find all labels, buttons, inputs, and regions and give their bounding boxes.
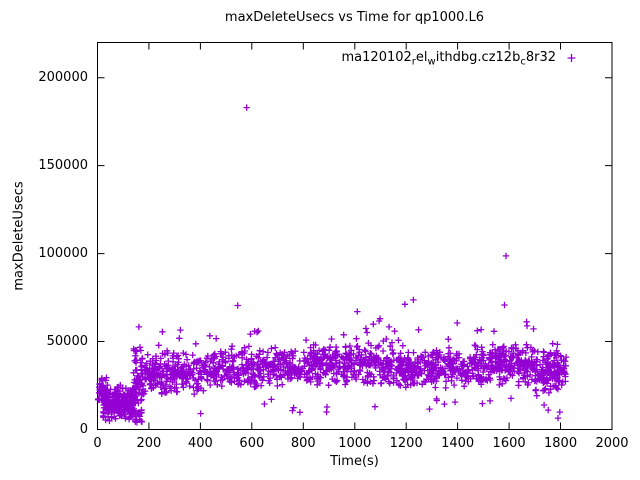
legend-label-subscript: c (520, 56, 526, 68)
scatter-points (94, 104, 570, 426)
legend-marker (567, 54, 576, 62)
y-tick-label: 50000 (46, 333, 88, 349)
x-tick-label: 1800 (544, 436, 578, 451)
chart-title: maxDeleteUsecs vs Time for qp1000.L6 (224, 10, 485, 25)
x-tick-label: 1400 (441, 436, 475, 451)
x-tick-label: 0 (93, 436, 102, 451)
x-tick-label: 2000 (595, 436, 629, 451)
legend-label-text: 8r32 (525, 50, 556, 65)
legend-label-subscript: r (411, 56, 416, 68)
x-tick-label: 600 (239, 436, 265, 451)
legend-label-text: ma120102 (341, 50, 412, 65)
axis-ticks (97, 42, 613, 430)
legend-label: ma120102relwithdbg.cz12bc8r32 (342, 50, 556, 68)
x-tick-label: 1600 (492, 436, 526, 451)
y-tick-label: 150000 (38, 157, 88, 173)
legend-label-text: ithdbg.cz12b (435, 50, 521, 65)
legend-label-text: el (415, 50, 428, 65)
y-axis-label: maxDeleteUsecs (11, 181, 27, 291)
y-tick-label: 0 (79, 421, 88, 437)
x-tick-label: 200 (136, 436, 162, 451)
y-tick-label: 100000 (38, 245, 88, 261)
x-axis-label: Time(s) (330, 454, 379, 469)
x-tick-label: 1200 (389, 436, 423, 451)
legend-label-subscript: w (427, 56, 436, 68)
x-tick-label: 400 (187, 436, 213, 451)
x-tick-label: 1000 (338, 436, 372, 451)
y-tick-label: 200000 (38, 69, 88, 85)
x-tick-label: 800 (290, 436, 316, 451)
